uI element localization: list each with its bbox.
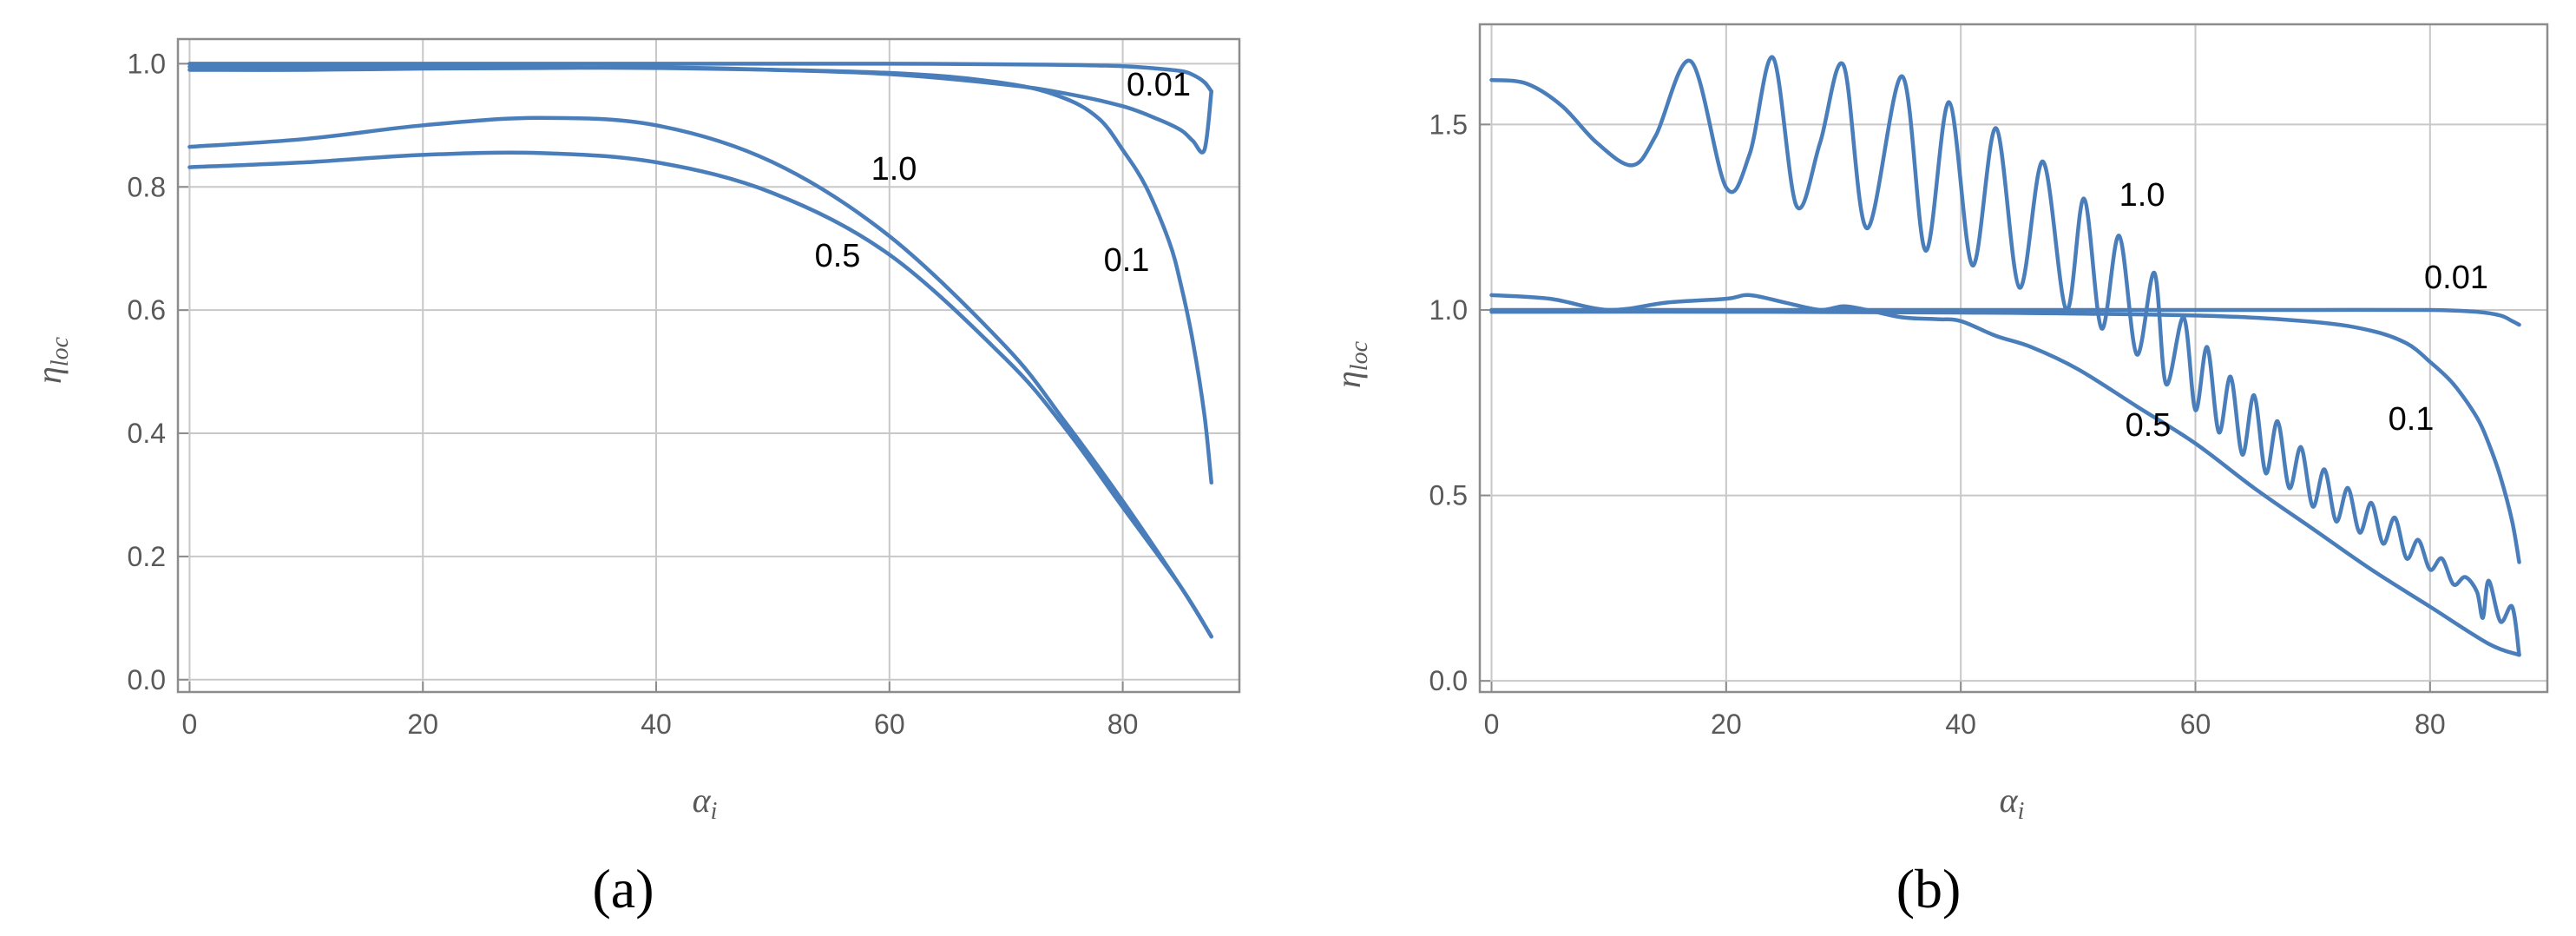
plot-frame [176, 37, 1241, 694]
curve-annotation: 0.1 [1104, 242, 1150, 279]
x-tick-label: 60 [2180, 709, 2211, 740]
curve-annotation: 1.0 [2119, 177, 2165, 214]
chart-panel-b: 0 20 40 60 80 0.0 0.5 1.0 1.5 1.0 0.01 0.1 0.5 ηloc αi… [1329, 23, 2549, 920]
curve-annotation: 0.01 [2424, 260, 2488, 296]
x-tick-label: 80 [2415, 709, 2446, 740]
y-tick-label: 0.8 [128, 171, 166, 202]
series-line-1.0 [1489, 55, 2521, 657]
x-axis-label: αi [2000, 781, 2025, 825]
y-tick-label: 0.2 [128, 541, 166, 572]
curve-annotation: 0.5 [815, 238, 861, 274]
y-tick-label: 1.5 [1429, 109, 1468, 140]
y-tick-label: 0.6 [128, 294, 166, 326]
curve-annotation: 0.1 [2389, 401, 2435, 438]
panel-label: (b) [1896, 858, 1962, 920]
y-axis-label: ηloc [30, 336, 74, 384]
x-tick-label: 0 [1484, 709, 1500, 740]
curve-annotation: 0.01 [1127, 67, 1191, 103]
x-tick-label: 40 [641, 709, 672, 740]
y-tick-label: 0.0 [128, 664, 166, 695]
y-tick-label: 1.0 [1429, 294, 1468, 326]
x-tick-label: 20 [407, 709, 438, 740]
series-line-0.01 [187, 62, 1213, 94]
curve-annotation: 0.5 [2126, 407, 2172, 444]
x-tick-label: 80 [1107, 709, 1139, 740]
y-tick-label: 1.0 [128, 48, 166, 79]
plot-frame [1478, 23, 2549, 694]
x-tick-label: 0 [182, 709, 198, 740]
curve-annotation: 1.0 [871, 151, 917, 188]
series-line-1.0 [187, 115, 1213, 639]
x-tick-label: 60 [874, 709, 905, 740]
series-line-0.5 [187, 150, 1213, 639]
series-line-0.5 [1489, 293, 2521, 657]
y-axis-label: ηloc [1329, 340, 1373, 388]
chart-panel-a: 0 20 40 60 80 0.0 0.2 0.4 0.6 0.8 1.0 0.01 1.0 0.1 0.5… [30, 37, 1241, 920]
series-line-0.01 [187, 65, 1213, 155]
x-tick-label: 20 [1711, 709, 1742, 740]
y-tick-label: 0.4 [128, 418, 166, 449]
x-axis-label: αi [693, 781, 718, 825]
y-tick-label: 0.0 [1429, 665, 1468, 696]
panel-label: (a) [592, 858, 654, 920]
series-line-0.1 [187, 64, 1213, 485]
x-tick-label: 40 [1945, 709, 1976, 740]
series-line-0.1 [1489, 309, 2521, 564]
y-tick-label: 0.5 [1429, 480, 1468, 511]
